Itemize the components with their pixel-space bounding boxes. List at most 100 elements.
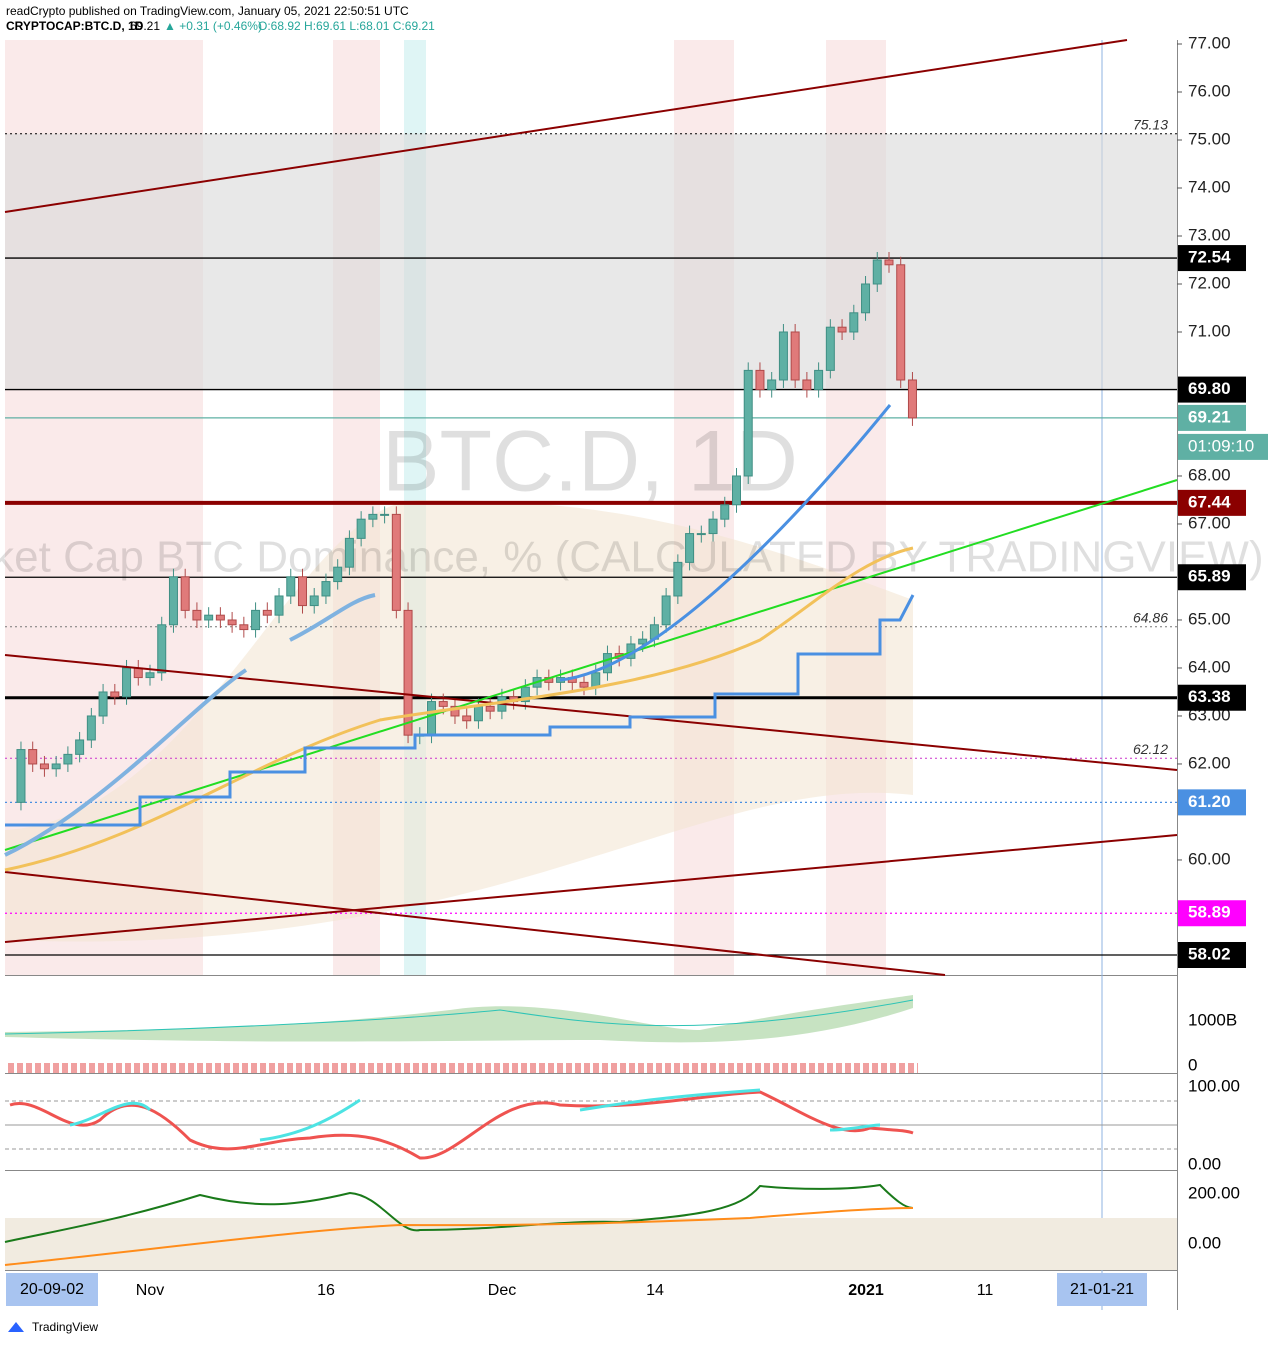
range-end-badge (1057, 1273, 1147, 1306)
candle (262, 609, 272, 616)
candle (39, 763, 49, 770)
candle (825, 326, 835, 371)
price-badge-label: 69.80 (1188, 379, 1231, 398)
candle (297, 576, 307, 607)
change: ▲ +0.31 (+0.46%) (164, 19, 262, 33)
candle (473, 705, 483, 722)
candle (63, 753, 73, 765)
x-tick-label: Dec (488, 1282, 516, 1299)
price-badge-label: 69.21 (1188, 407, 1231, 426)
price-badge-label: 65.89 (1188, 567, 1231, 586)
candle (274, 595, 284, 616)
candle (51, 763, 61, 770)
symbol: CRYPTOCAP:BTC.D, 1D (6, 19, 144, 33)
oscillator-pane (5, 1088, 1177, 1160)
pane-label: 0.00 (1188, 1233, 1221, 1252)
y-tick-label: 77.00 (1188, 33, 1231, 52)
candle (251, 609, 261, 631)
candle (884, 259, 894, 266)
trendlines (4, 39, 1178, 976)
y-tick-label: 67.00 (1188, 513, 1231, 532)
candle (403, 609, 413, 736)
candle (861, 283, 871, 314)
x-tick-label: 2021 (848, 1282, 884, 1299)
y-tick-label: 71.00 (1188, 321, 1231, 340)
candle (192, 609, 202, 621)
candle (638, 638, 648, 645)
price-badge-label: 61.20 (1188, 792, 1231, 811)
candle (837, 326, 847, 333)
level-label: 75.13 (1133, 116, 1168, 132)
candle (427, 701, 437, 736)
candle (110, 691, 120, 698)
watermark: BTC.D, 1D (382, 414, 798, 510)
momentum-pane (4, 1183, 1177, 1270)
candle (168, 576, 178, 626)
pane-label: 200.00 (1188, 1183, 1240, 1202)
volume-pane (4, 995, 918, 1073)
price-badge (1178, 900, 1246, 927)
candle (344, 537, 354, 568)
candle (157, 624, 167, 674)
x-tick-label: 16 (317, 1282, 335, 1299)
candle (450, 705, 460, 717)
y-tick-label: 76.00 (1188, 81, 1231, 100)
pane-label: 1000B (1188, 1010, 1237, 1029)
pane-label: 0 (1188, 1055, 1197, 1074)
candle (579, 681, 589, 688)
candle (661, 595, 671, 626)
range-start-badge (6, 1273, 98, 1306)
candle (896, 264, 906, 381)
candle (720, 504, 730, 520)
y-tick-label: 72.00 (1188, 273, 1231, 292)
candle (767, 379, 777, 391)
candle (802, 379, 812, 391)
candle (204, 614, 214, 621)
publisher: readCrypto published on TradingView.com,… (6, 4, 409, 18)
x-tick-label: 11 (977, 1282, 994, 1299)
candle (708, 518, 718, 535)
price-badge (1178, 489, 1246, 516)
candle (485, 705, 495, 712)
x-tick-label: Nov (136, 1282, 164, 1299)
candle (98, 691, 108, 717)
candle (907, 379, 917, 419)
candle (356, 518, 366, 539)
price-badge-label: 67.44 (1188, 492, 1231, 511)
candle (333, 566, 343, 583)
candle (790, 331, 800, 381)
price-badge-label: 58.89 (1188, 903, 1231, 922)
range-end: 21-01-21 (1070, 1281, 1134, 1298)
candle (321, 581, 331, 597)
pane-label: 100.00 (1188, 1076, 1240, 1095)
candle (309, 595, 319, 607)
candle (814, 369, 824, 391)
candle (286, 576, 296, 597)
candle (180, 576, 190, 611)
price-badge-label: 63.38 (1188, 687, 1231, 706)
price-badge (1178, 564, 1246, 591)
x-tick-label: 14 (646, 1282, 664, 1299)
axes: 77.00 76.00 75.00 74.00 73.00 72.00 71.00 68.00… (6, 33, 1268, 1306)
candle (133, 667, 143, 679)
candle (86, 715, 96, 741)
candle (520, 686, 530, 703)
price-badge (1178, 789, 1246, 816)
ohlc: O:68.92 H:69.61 L:68.01 C:69.21 (258, 19, 435, 33)
candle (239, 624, 249, 631)
candle (28, 749, 38, 765)
y-tick-label: 65.00 (1188, 609, 1231, 628)
candle (16, 749, 26, 803)
watermark-subtitle: Market Cap BTC Dominance, % (CALCULATED … (0, 533, 1264, 582)
candle (145, 672, 155, 679)
y-tick-label: 75.00 (1188, 129, 1231, 148)
candle (462, 715, 472, 722)
y-tick-label: 64.00 (1188, 657, 1231, 676)
y-tick-label: 68.00 (1188, 465, 1231, 484)
main-pane: BTC.D, 1D Market Cap BTC Dominance, % (CA… (0, 116, 1264, 956)
y-tick-label: 73.00 (1188, 225, 1231, 244)
price-badge-label: 58.02 (1188, 944, 1231, 963)
candle (122, 667, 132, 698)
price-badge (1178, 245, 1246, 272)
candle (591, 672, 601, 688)
